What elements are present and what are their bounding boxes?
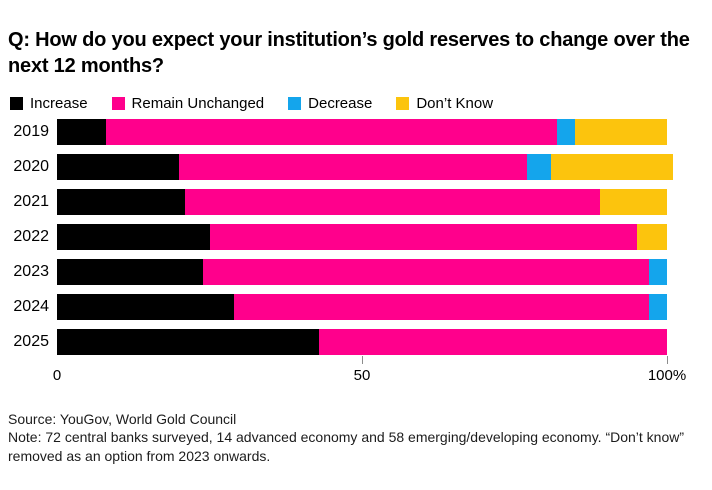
legend-item-increase: Increase — [10, 95, 88, 112]
legend-item-don-t-know: Don’t Know — [396, 95, 493, 112]
bar-segment-decrease — [648, 259, 667, 285]
legend: Increase Remain Unchanged Decrease Don’t Kn… — [10, 95, 493, 112]
bar-row-2021: 2021 — [0, 189, 712, 215]
bar-segment-increase — [57, 294, 234, 320]
chart-title: Q: How do you expect your institution’s … — [8, 29, 690, 77]
year-label: 2019 — [13, 123, 49, 140]
footer: Source: YouGov, World Gold Council Note:… — [8, 410, 704, 465]
year-label: 2023 — [13, 263, 49, 280]
bar-row-2023: 2023 — [0, 259, 712, 285]
stacked-bar — [57, 259, 667, 285]
stacked-bar — [57, 294, 667, 320]
stacked-bar — [57, 119, 667, 145]
bar-segment-remain-unchanged — [233, 294, 649, 320]
methodology-note: Note: 72 central banks surveyed, 14 adva… — [8, 429, 685, 464]
bar-row-2019: 2019 — [0, 119, 712, 145]
bar-segment-increase — [57, 119, 106, 145]
legend-swatch-don-t-know — [396, 97, 410, 110]
legend-swatch-decrease — [288, 97, 302, 110]
bar-segment-don-t-know — [575, 119, 667, 145]
bar-segment-increase — [57, 154, 179, 180]
year-label: 2025 — [13, 333, 49, 350]
bar-segment-remain-unchanged — [105, 119, 558, 145]
bar-segment-remain-unchanged — [209, 224, 637, 250]
bar-segment-don-t-know — [599, 189, 667, 215]
year-label: 2022 — [13, 228, 49, 245]
bar-segment-don-t-know — [636, 224, 667, 250]
bar-row-2025: 2025 — [0, 329, 712, 355]
legend-item-decrease: Decrease — [288, 95, 372, 112]
bar-segment-remain-unchanged — [185, 189, 600, 215]
bar-segment-remain-unchanged — [319, 329, 667, 355]
bar-segment-increase — [57, 189, 186, 215]
axis-tick-50 — [362, 356, 363, 364]
bar-segment-don-t-know — [551, 154, 674, 180]
legend-item-remain-unchanged: Remain Unchanged — [111, 95, 265, 112]
bar-row-2022: 2022 — [0, 224, 712, 250]
year-label: 2024 — [13, 298, 49, 315]
axis-label-100: 100% — [647, 367, 687, 384]
bar-segment-decrease — [648, 294, 667, 320]
stacked-bar — [57, 329, 667, 355]
legend-label: Remain Unchanged — [131, 95, 265, 112]
axis-label-0: 0 — [52, 367, 62, 384]
bar-segment-increase — [57, 224, 210, 250]
bar-segment-increase — [57, 259, 204, 285]
bar-segment-remain-unchanged — [179, 154, 527, 180]
axis-tick-100 — [667, 356, 668, 364]
year-label: 2021 — [13, 193, 49, 210]
source-note: Source: YouGov, World Gold Council — [8, 411, 237, 427]
bar-segment-remain-unchanged — [203, 259, 649, 285]
stacked-bar — [57, 154, 674, 180]
stacked-bar — [57, 224, 667, 250]
axis-label-50: 50 — [353, 367, 371, 384]
legend-swatch-remain-unchanged — [111, 97, 125, 110]
bar-segment-increase — [57, 329, 320, 355]
bar-segment-decrease — [526, 154, 552, 180]
bar-row-2020: 2020 — [0, 154, 712, 180]
legend-label: Decrease — [308, 95, 373, 112]
year-label: 2020 — [13, 158, 49, 175]
chart-area: 2019 2020 2021 2022 2023 2024 2025 — [0, 119, 712, 356]
legend-swatch-increase — [10, 97, 23, 110]
bar-row-2024: 2024 — [0, 294, 712, 320]
stacked-bar — [57, 189, 667, 215]
legend-label: Don’t Know — [416, 95, 494, 112]
legend-label: Increase — [30, 95, 88, 112]
bar-segment-decrease — [557, 119, 576, 145]
